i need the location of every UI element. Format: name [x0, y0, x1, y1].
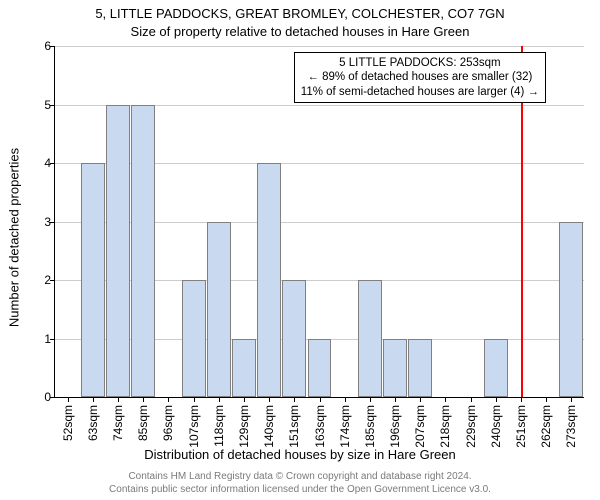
x-tick-label: 262sqm [539, 405, 553, 448]
x-tick-label: 240sqm [489, 405, 503, 448]
grid-line [55, 46, 584, 47]
histogram-bar [106, 105, 130, 398]
histogram-bar [383, 339, 407, 398]
x-tick [420, 397, 421, 402]
x-tick-label: 151sqm [287, 405, 301, 448]
histogram-bar [257, 163, 281, 397]
x-tick-label: 118sqm [212, 405, 226, 447]
x-tick [269, 397, 270, 402]
x-tick-label: 185sqm [363, 405, 377, 448]
x-tick-label: 140sqm [262, 405, 276, 448]
x-tick-label: 107sqm [187, 405, 201, 448]
x-tick [370, 397, 371, 402]
histogram-bar [232, 339, 256, 398]
y-tick-label: 1 [33, 332, 51, 346]
x-tick-label: 163sqm [313, 405, 327, 448]
histogram-bar [282, 280, 306, 397]
histogram-chart: 5, LITTLE PADDOCKS, GREAT BROMLEY, COLCH… [0, 0, 600, 500]
x-tick-label: 129sqm [237, 405, 251, 448]
x-tick [294, 397, 295, 402]
footer-line: Contains HM Land Registry data © Crown c… [0, 471, 600, 484]
x-tick [93, 397, 94, 402]
x-tick-label: 218sqm [438, 405, 452, 448]
annotation-line: 5 LITTLE PADDOCKS: 253sqm [301, 56, 539, 70]
x-axis-label: Distribution of detached houses by size … [0, 447, 600, 462]
x-tick [168, 397, 169, 402]
x-tick-label: 196sqm [388, 405, 402, 448]
x-tick-label: 251sqm [514, 405, 528, 448]
x-tick [395, 397, 396, 402]
plot-area: 5 LITTLE PADDOCKS: 253sqm ← 89% of detac… [54, 46, 584, 398]
footer-line: Contains public sector information licen… [0, 484, 600, 497]
x-tick [471, 397, 472, 402]
x-tick-label: 273sqm [564, 405, 578, 448]
x-tick [521, 397, 522, 402]
x-tick [68, 397, 69, 402]
x-tick-label: 174sqm [338, 405, 352, 448]
x-tick-label: 63sqm [86, 405, 100, 441]
histogram-bar [207, 222, 231, 398]
x-tick-label: 85sqm [136, 405, 150, 441]
x-tick [320, 397, 321, 402]
histogram-bar [308, 339, 332, 398]
histogram-bar [559, 222, 583, 398]
y-tick-label: 5 [33, 98, 51, 112]
x-tick-label: 74sqm [111, 405, 125, 441]
x-tick [143, 397, 144, 402]
y-tick-label: 2 [33, 273, 51, 287]
histogram-bar [81, 163, 105, 397]
chart-title-main: 5, LITTLE PADDOCKS, GREAT BROMLEY, COLCH… [0, 6, 600, 21]
histogram-bar [484, 339, 508, 398]
x-tick [244, 397, 245, 402]
footer-attribution: Contains HM Land Registry data © Crown c… [0, 471, 600, 496]
y-tick-label: 0 [33, 390, 51, 404]
y-axis-label-wrap: Number of detached properties [4, 0, 24, 500]
x-tick [571, 397, 572, 402]
histogram-bar [131, 105, 155, 398]
x-tick [118, 397, 119, 402]
x-tick [194, 397, 195, 402]
y-axis-label: Number of detached properties [7, 138, 22, 338]
chart-title-sub: Size of property relative to detached ho… [0, 24, 600, 39]
y-tick-label: 3 [33, 215, 51, 229]
x-tick [496, 397, 497, 402]
x-tick-label: 207sqm [413, 405, 427, 448]
x-tick-label: 52sqm [61, 405, 75, 441]
annotation-box: 5 LITTLE PADDOCKS: 253sqm ← 89% of detac… [294, 52, 546, 103]
x-tick [546, 397, 547, 402]
x-tick [219, 397, 220, 402]
x-tick [445, 397, 446, 402]
histogram-bar [358, 280, 382, 397]
annotation-line: 11% of semi-detached houses are larger (… [301, 85, 539, 99]
histogram-bar [408, 339, 432, 398]
annotation-line: ← 89% of detached houses are smaller (32… [301, 70, 539, 84]
x-tick [345, 397, 346, 402]
y-tick-label: 4 [33, 156, 51, 170]
x-tick-label: 96sqm [161, 405, 175, 441]
x-tick-label: 229sqm [464, 405, 478, 448]
y-tick-label: 6 [33, 39, 51, 53]
histogram-bar [182, 280, 206, 397]
